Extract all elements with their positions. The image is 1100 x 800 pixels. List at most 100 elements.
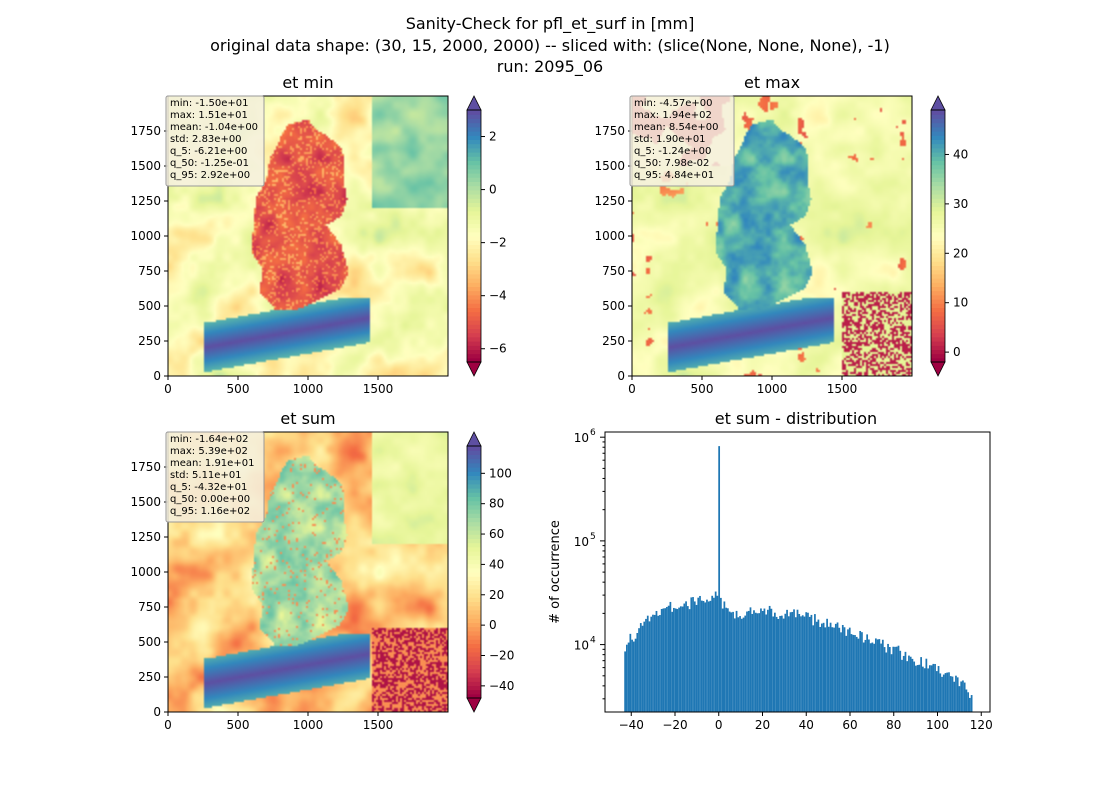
- x-tick-label: 1500: [363, 718, 394, 732]
- colorbar-segment: [931, 118, 945, 124]
- colorbar-segment: [467, 240, 481, 245]
- colorbar-segment: [467, 257, 481, 262]
- histogram-bar: [890, 654, 893, 712]
- histogram-bar: [814, 614, 816, 712]
- histogram-bar: [780, 615, 783, 712]
- histogram-bar: [791, 611, 794, 712]
- histogram-bar: [726, 608, 729, 712]
- colorbar-tick-label: 40: [953, 147, 968, 161]
- histogram-bar: [728, 611, 731, 712]
- colorbar-segment: [467, 513, 481, 518]
- colorbar-segment: [931, 269, 945, 275]
- y-tick-label: 10: [574, 535, 589, 549]
- colorbar-segment: [467, 328, 481, 334]
- colorbar-segment: [467, 597, 481, 602]
- histogram-bar: [693, 601, 696, 712]
- y-tick-label: 1250: [130, 194, 161, 208]
- histogram-bar: [753, 610, 755, 712]
- colorbar-extend-max: [466, 431, 482, 447]
- colorbar-segment: [467, 660, 481, 665]
- histogram-bar: [739, 616, 741, 712]
- colorbar-segment: [467, 450, 481, 455]
- histogram-bar: [845, 635, 848, 712]
- histogram-bar: [861, 632, 863, 712]
- colorbar-segment: [467, 551, 481, 556]
- histogram-bar: [706, 599, 708, 712]
- colorbar-segment: [467, 664, 481, 670]
- histogram-bar: [873, 643, 875, 712]
- histogram-bar: [679, 606, 682, 712]
- colorbar-tick-label: 10: [953, 296, 968, 310]
- colorbar-segment: [467, 618, 481, 623]
- histogram-bar: [874, 638, 877, 712]
- colorbar-segment: [931, 156, 945, 161]
- colorbar-segment: [931, 315, 945, 321]
- y-tick-label: 1000: [594, 229, 625, 243]
- colorbar-segment: [467, 555, 481, 560]
- histogram-bar: [702, 600, 705, 712]
- histogram-bar: [918, 664, 921, 712]
- histogram-bar: [676, 609, 679, 712]
- colorbar-segment: [931, 194, 945, 199]
- stats-line: std: 2.83e+00: [170, 134, 242, 145]
- colorbar-segment: [467, 173, 481, 178]
- histogram-bar: [709, 600, 712, 712]
- y-tick-label: 1500: [130, 495, 161, 509]
- colorbar-extend-min: [466, 697, 482, 713]
- colorbar-segment: [467, 168, 481, 174]
- y-tick-label-exponent: 5: [590, 532, 596, 542]
- histogram-bar: [707, 601, 710, 712]
- colorbar-segment: [467, 341, 481, 346]
- colorbar-segment: [931, 231, 945, 237]
- histogram-bar: [941, 676, 943, 712]
- colorbar-segment: [931, 357, 945, 363]
- colorbar-tick-label: 100: [489, 466, 512, 480]
- colorbar-segment: [467, 677, 481, 682]
- colorbar-segment: [931, 345, 945, 350]
- colorbar-segment: [931, 240, 945, 245]
- histogram-bar: [923, 668, 926, 712]
- histogram-bar: [692, 597, 694, 712]
- x-tick-label: 500: [227, 718, 250, 732]
- colorbar-segment: [467, 567, 481, 573]
- y-tick-label: 500: [602, 299, 625, 313]
- histogram-bar: [650, 616, 653, 712]
- y-tick-label: 1000: [130, 565, 161, 579]
- histogram-bar: [848, 627, 851, 712]
- stats-line: min: -4.57e+00: [634, 98, 713, 109]
- histogram-bar: [906, 661, 909, 712]
- histogram-bar: [681, 606, 684, 712]
- colorbar-segment: [467, 152, 481, 157]
- colorbar-segment: [931, 114, 945, 119]
- colorbar-segment: [931, 177, 945, 182]
- colorbar-segment: [467, 147, 481, 153]
- colorbar-segment: [467, 135, 481, 140]
- colorbar-segment: [467, 210, 481, 216]
- stats-line: q_95: 2.92e+00: [170, 170, 250, 181]
- histogram-bar: [951, 676, 954, 712]
- colorbar-tick-label: −4: [489, 289, 507, 303]
- colorbar-segment: [931, 307, 945, 313]
- histogram-bar: [772, 616, 774, 712]
- x-tick-label: 500: [691, 382, 714, 396]
- histogram-bar: [751, 613, 754, 712]
- histogram-bar: [760, 608, 762, 712]
- stats-line: min: -1.50e+01: [170, 98, 249, 109]
- figure-title-line-3: run: 2095_06: [497, 57, 603, 77]
- colorbar-segment: [931, 341, 945, 346]
- histogram-bar: [869, 643, 872, 712]
- histogram-bar: [761, 611, 764, 712]
- y-tick-label: 750: [138, 600, 161, 614]
- colorbar-segment: [467, 643, 481, 649]
- histogram-bar: [673, 607, 675, 712]
- colorbar-segment: [467, 143, 481, 149]
- colorbar-segment: [467, 307, 481, 313]
- colorbar-segment: [931, 181, 945, 187]
- colorbar-segment: [467, 479, 481, 485]
- histogram-bar: [969, 697, 971, 712]
- histogram-bar: [732, 611, 734, 712]
- y-tick-label: 10: [574, 431, 589, 445]
- heatmap-et-min: 0 500 1000 1500 0 250 500 750 1000 1250 1500 1750 m…: [130, 95, 449, 396]
- histogram-bar: [713, 597, 715, 712]
